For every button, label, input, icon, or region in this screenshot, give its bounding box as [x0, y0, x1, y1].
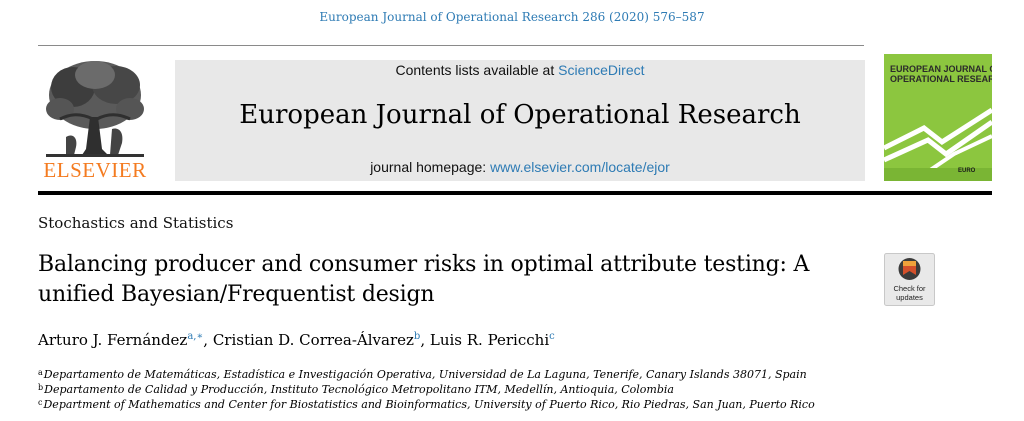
crossmark-line2: updates	[896, 293, 923, 302]
journal-cover-thumbnail[interactable]: EUROPEAN JOURNAL OF OPERATIONAL RESEARCH…	[884, 50, 992, 181]
contents-availability-line: Contents lists available at ScienceDirec…	[175, 62, 865, 78]
affiliation-text: Department of Mathematics and Center for…	[43, 398, 815, 411]
affiliation-item: bDepartamento de Calidad y Producción, I…	[38, 383, 674, 396]
author-affiliation-marks[interactable]: c	[549, 331, 555, 342]
journal-title: European Journal of Operational Research	[239, 100, 801, 130]
section-heading: Stochastics and Statistics	[38, 214, 234, 232]
affiliation-text: Departamento de Matemáticas, Estadística…	[43, 368, 807, 381]
author-list: Arturo J. Fernándeza,∗, Cristian D. Corr…	[38, 331, 555, 349]
elsevier-wordmark: ELSEVIER	[43, 158, 147, 182]
contents-prefix: Contents lists available at	[395, 62, 559, 78]
affiliation-label: a	[38, 368, 43, 377]
sciencedirect-link[interactable]: ScienceDirect	[558, 62, 645, 78]
cover-title-line2: OPERATIONAL RESEARCH	[890, 74, 992, 84]
check-for-updates-badge[interactable]: Check for updates	[884, 253, 935, 306]
cover-title-line1: EUROPEAN JOURNAL OF	[890, 64, 992, 74]
article-title-line2: unified Bayesian/Frequentist design	[38, 282, 435, 307]
journal-homepage-line: journal homepage: www.elsevier.com/locat…	[175, 159, 865, 175]
author-name[interactable]: Luis R. Pericchi	[429, 331, 550, 349]
affiliation-item: cDepartment of Mathematics and Center fo…	[38, 398, 815, 411]
article-title-line1: Balancing producer and consumer risks in…	[38, 252, 810, 277]
journal-banner: Contents lists available at ScienceDirec…	[175, 60, 865, 181]
author-affiliation-marks[interactable]: b	[413, 331, 421, 342]
affiliation-item: aDepartamento de Matemáticas, Estadístic…	[38, 368, 807, 381]
author-affiliation-marks[interactable]: a,∗	[187, 331, 204, 342]
affiliation-label: c	[38, 398, 43, 407]
author-name[interactable]: Cristian D. Correa-Álvarez	[212, 331, 414, 349]
header-thick-divider	[38, 191, 992, 195]
cover-euro-logo: EURO	[958, 168, 976, 174]
homepage-prefix: journal homepage:	[370, 159, 491, 175]
affiliation-label: b	[38, 383, 44, 392]
citation-link[interactable]: European Journal of Operational Research…	[319, 10, 705, 24]
journal-citation[interactable]: European Journal of Operational Research…	[0, 10, 1024, 24]
article-title: Balancing producer and consumer risks in…	[38, 250, 858, 310]
elsevier-tree-logo	[38, 57, 152, 182]
journal-homepage-link[interactable]: www.elsevier.com/locate/ejor	[490, 159, 670, 175]
author-name[interactable]: Arturo J. Fernández	[38, 331, 188, 349]
affiliation-text: Departamento de Calidad y Producción, In…	[44, 383, 674, 396]
header-divider	[38, 45, 864, 46]
crossmark-line1: Check for	[893, 284, 926, 293]
